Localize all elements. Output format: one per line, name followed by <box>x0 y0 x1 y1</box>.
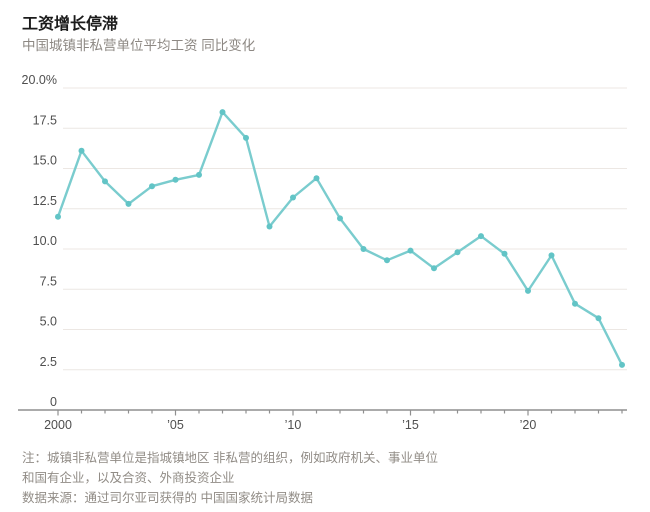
data-point-marker <box>431 265 437 272</box>
y-tick-label: 20.0% <box>22 73 57 87</box>
data-point-marker <box>619 361 625 368</box>
y-tick-label: 12.5 <box>33 194 57 208</box>
wage-growth-line-series <box>56 110 624 367</box>
x-tick-label: ’15 <box>402 418 419 432</box>
data-point-marker <box>196 171 202 178</box>
data-point-marker <box>243 134 249 141</box>
data-point-marker <box>290 194 296 201</box>
x-tick-label: ’20 <box>520 418 537 432</box>
x-tick-label: ’05 <box>167 418 184 432</box>
data-point-marker <box>501 250 508 257</box>
data-point-marker <box>360 246 367 252</box>
y-tick-label: 2.5 <box>40 355 57 369</box>
footnote-line-2: 和国有企业，以及合资、外商投资企业 <box>22 471 235 485</box>
data-point-marker <box>266 223 273 230</box>
x-tick-label: 2000 <box>44 418 72 432</box>
chart-subtitle: 中国城镇非私营单位平均工资 同比变化 <box>22 38 256 53</box>
data-point-marker <box>55 213 61 220</box>
data-point-marker <box>125 200 132 207</box>
data-point-marker <box>102 178 108 185</box>
data-point-marker <box>337 215 343 222</box>
data-point-marker <box>525 287 531 294</box>
chart-footer: 注：城镇非私营单位是指城镇地区 非私营的组织，例如政府机关、事业单位 和国有企业… <box>22 448 438 508</box>
footnote-line-1: 注：城镇非私营单位是指城镇地区 非私营的组织，例如政府机关、事业单位 <box>22 451 438 465</box>
y-tick-label: 17.5 <box>33 113 57 127</box>
data-point-marker <box>219 109 226 116</box>
y-tick-label: 15.0 <box>33 154 57 168</box>
data-point-marker <box>454 249 461 256</box>
data-point-marker <box>384 257 390 264</box>
data-source: 数据来源：通过司尔亚司获得的 中国国家统计局数据 <box>22 491 313 505</box>
data-point-marker <box>548 252 555 259</box>
y-tick-label: 7.5 <box>40 274 57 288</box>
data-point-marker <box>172 176 179 183</box>
x-tick-label: ’10 <box>285 418 302 432</box>
data-point-marker <box>595 315 602 322</box>
data-point-marker <box>572 300 578 307</box>
data-point-marker <box>478 233 484 240</box>
data-point-marker <box>78 147 85 154</box>
data-point-marker <box>313 175 320 182</box>
chart-title: 工资增长停滞 <box>22 16 119 33</box>
data-point-marker <box>407 247 414 254</box>
y-tick-label: 5.0 <box>40 315 57 329</box>
data-point-marker <box>149 183 155 190</box>
y-tick-label: 0 <box>50 395 57 409</box>
y-tick-label: 10.0 <box>33 234 57 248</box>
